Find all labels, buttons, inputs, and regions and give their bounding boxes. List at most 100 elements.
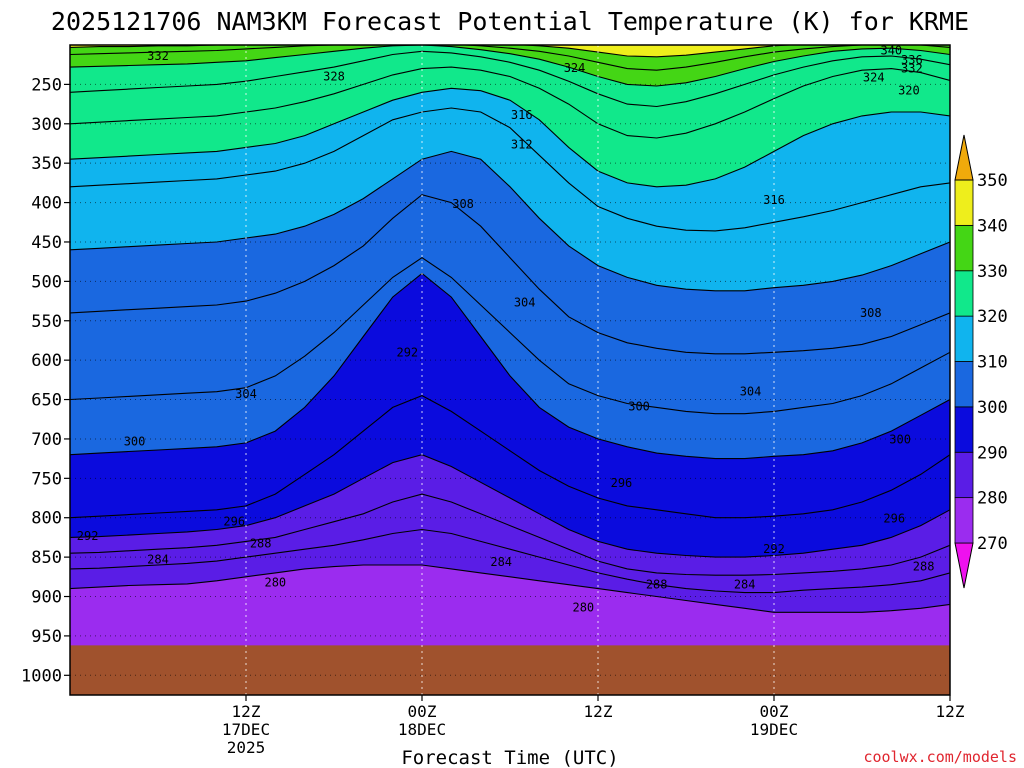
- isentrope-line-300: [70, 272, 950, 460]
- ground-layer: [70, 645, 950, 695]
- contour-label: 312: [511, 137, 533, 151]
- x-tick-label: 12Z: [584, 702, 613, 721]
- y-tick-label: 350: [31, 154, 62, 174]
- contour-label: 328: [323, 70, 345, 84]
- contour-label: 316: [511, 108, 533, 122]
- grid-lines: [70, 45, 950, 695]
- contour-label: 284: [490, 555, 512, 569]
- isentrope-line-292: [70, 454, 950, 558]
- colorbar-tick-label: 290: [977, 443, 1008, 463]
- isentrope-line-288: [70, 493, 950, 576]
- y-tick-label: 900: [31, 588, 62, 608]
- y-tick-label: 950: [31, 627, 62, 647]
- colorbar-segment: [954, 315, 974, 362]
- colorbar-tick-label: 330: [977, 262, 1008, 282]
- x-tick-label: 2025: [227, 738, 266, 757]
- y-tick-label: 1000: [21, 666, 62, 686]
- contour-label: 316: [763, 193, 785, 207]
- colorbar-segment: [954, 270, 974, 317]
- chart-title: 2025121706 NAM3KM Forecast Potential Tem…: [51, 7, 969, 36]
- credit-text: coolwx.com/models: [863, 748, 1017, 766]
- y-tick-label: 550: [31, 312, 62, 332]
- colorbar-tick-label: 310: [977, 353, 1008, 373]
- colorbar-tick-label: 340: [977, 216, 1008, 236]
- contour-label: 300: [124, 434, 146, 448]
- isentrope-line-308: [70, 194, 950, 355]
- pressure-axis: 250 300 350 400 450 500 550 600 650 700 750 800 850 9…: [21, 75, 70, 686]
- x-axis-label: Forecast Time (UTC): [401, 747, 618, 768]
- x-tick-label: 12Z: [936, 702, 965, 721]
- isentrope-line-336: [70, 45, 950, 71]
- x-tick-label: 19DEC: [750, 720, 798, 739]
- isentrope-line-296: [70, 394, 950, 519]
- colorbar-segment: [954, 406, 974, 453]
- contour-label: 308: [452, 197, 474, 211]
- contour-labels: 3323283243403363323243203163123083163163…: [77, 44, 935, 615]
- x-tick-label: 17DEC: [222, 720, 270, 739]
- y-tick-label: 700: [31, 430, 62, 450]
- theta-band-336: [70, 45, 950, 71]
- colorbar-segment: [954, 497, 974, 544]
- contour-label: 304: [235, 387, 257, 401]
- colorbar-high-arrow: [954, 134, 974, 181]
- contour-label: 332: [147, 49, 169, 63]
- contour-label: 288: [913, 560, 935, 574]
- contour-label: 340: [880, 44, 902, 58]
- y-tick-label: 400: [31, 194, 62, 214]
- x-tick-label: 18DEC: [398, 720, 446, 739]
- isentrope-line-332: [70, 45, 950, 87]
- colorbar-segment: [954, 451, 974, 499]
- y-tick-label: 300: [31, 115, 62, 135]
- plot-area: 3323283243403363323243203163123083163163…: [70, 44, 950, 695]
- contour-label: 292: [396, 345, 418, 359]
- colorbar: 270 280 290 300 310 320 330 340 350: [954, 134, 1008, 589]
- y-tick-label: 250: [31, 75, 62, 95]
- isentrope-line-312: [70, 150, 950, 292]
- contour-label: 284: [147, 552, 169, 566]
- isentrope-lines: [70, 45, 950, 613]
- colorbar-tick-label: 280: [977, 489, 1008, 509]
- contour-label: 280: [572, 601, 594, 615]
- y-tick-label: 750: [31, 469, 62, 489]
- colorbar-segment: [954, 361, 974, 408]
- contour-label: 304: [740, 385, 762, 399]
- isentrope-line-324: [70, 66, 950, 139]
- y-tick-label: 600: [31, 351, 62, 371]
- x-tick-label: 00Z: [760, 702, 789, 721]
- x-tick-label: 12Z: [232, 702, 261, 721]
- isentrope-line-320: [70, 87, 950, 188]
- contour-label: 304: [514, 296, 536, 310]
- colorbar-low-arrow: [954, 542, 974, 589]
- ground-fill: [70, 645, 950, 695]
- colorbar-segment: [954, 179, 974, 226]
- colorbar-tick-label: 270: [977, 534, 1008, 554]
- contour-label: 336: [901, 53, 923, 67]
- colorbar-segment: [954, 224, 974, 272]
- contour-label: 300: [889, 433, 911, 447]
- plot-frame: [69, 44, 951, 696]
- contour-label: 296: [223, 515, 245, 529]
- contour-label: 288: [646, 578, 668, 592]
- isentrope-line-316: [70, 107, 950, 232]
- colorbar-tick-label: 300: [977, 398, 1008, 418]
- isentrope-line-284: [70, 528, 950, 594]
- isentrope-line-304: [70, 257, 950, 415]
- y-tick-label: 500: [31, 272, 62, 292]
- contour-label: 292: [77, 529, 99, 543]
- contour-label: 308: [860, 306, 882, 320]
- colorbar-tick-label: 320: [977, 307, 1008, 327]
- contour-label: 296: [611, 476, 633, 490]
- contour-label: 300: [628, 400, 650, 414]
- contour-label: 292: [763, 542, 785, 556]
- isentrope-line-328: [70, 50, 950, 108]
- y-tick-label: 800: [31, 509, 62, 529]
- contour-label: 324: [863, 70, 885, 84]
- contour-label: 332: [901, 62, 923, 76]
- contour-label: 324: [564, 61, 586, 75]
- y-tick-label: 850: [31, 548, 62, 568]
- contour-label: 280: [264, 575, 286, 589]
- colorbar-tick-label: 350: [977, 171, 1008, 191]
- contour-label: 296: [883, 512, 905, 526]
- contour-label: 284: [734, 578, 756, 592]
